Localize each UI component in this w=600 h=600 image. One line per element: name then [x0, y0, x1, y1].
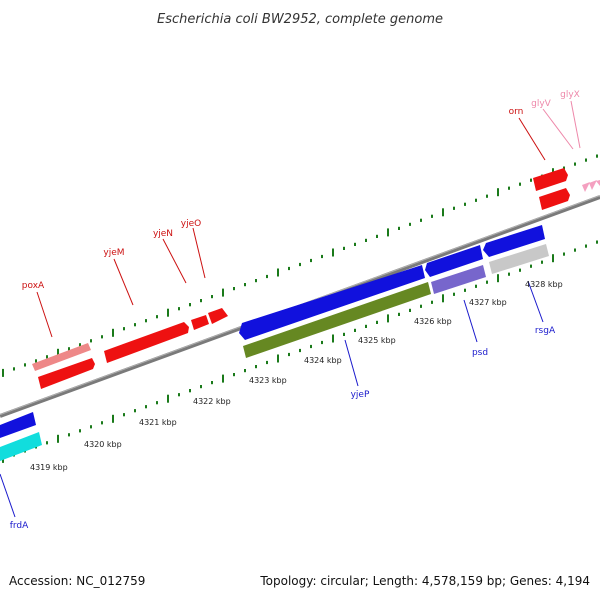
scale-label-4323: 4323 kbp	[249, 376, 287, 385]
gene-label-rsgA: rsgA	[535, 326, 556, 336]
frdA-leader	[0, 473, 16, 518]
frdA-reverse-feature[interactable]	[0, 412, 36, 438]
poxA-pseudo-feature[interactable]	[32, 343, 91, 371]
yjeP-leader	[344, 339, 359, 387]
orn-feature-1[interactable]	[533, 168, 568, 191]
accession-text: Accession: NC_012759	[9, 574, 145, 588]
psd-leader	[463, 299, 478, 343]
yjeP-feature[interactable]	[243, 282, 431, 358]
yjeM-leader	[113, 258, 134, 306]
scale-label-4321: 4321 kbp	[139, 418, 177, 427]
topology-text: Topology: circular; Length: 4,578,159 bp…	[259, 574, 590, 588]
glyV-leader	[542, 108, 574, 150]
orn-feature-2[interactable]	[539, 188, 570, 210]
gene-labels: poxA yjeM yjeN yjeO orn glyV glyX frdA y…	[10, 90, 580, 531]
gene-label-glyV: glyV	[531, 99, 552, 109]
yjeO-feature[interactable]	[208, 308, 228, 324]
scale-label-4319: 4319 kbp	[30, 463, 68, 472]
gene-label-yjeO: yjeO	[181, 219, 201, 229]
frdA-cyan-feature[interactable]	[0, 432, 42, 461]
yjeM-feature[interactable]	[104, 322, 189, 363]
gene-label-yjeP: yjeP	[351, 390, 370, 400]
rsgA-leader	[527, 280, 544, 323]
gene-label-psd: psd	[472, 348, 488, 358]
gene-label-glyX: glyX	[560, 90, 580, 100]
rsgA-reverse-feature[interactable]	[483, 225, 545, 257]
scale-label-4326: 4326 kbp	[414, 317, 452, 326]
psd-reverse-feature[interactable]	[425, 245, 483, 277]
poxA-leader	[36, 291, 53, 338]
orn-leader	[518, 117, 546, 161]
scale-label-4322: 4322 kbp	[193, 397, 231, 406]
gene-label-yjeN: yjeN	[153, 229, 173, 239]
map-title: Escherichia coli BW2952, complete genome	[157, 12, 443, 27]
scale-label-4327: 4327 kbp	[469, 298, 507, 307]
leader-lines	[0, 100, 581, 518]
glyX-trna[interactable]	[589, 180, 597, 190]
upstream-reverse-feature[interactable]	[239, 265, 425, 340]
glyX-leader	[570, 100, 581, 149]
scale-label-4325: 4325 kbp	[358, 336, 396, 345]
scale-labels: 4319 kbp 4320 kbp 4321 kbp 4322 kbp 4323…	[30, 280, 563, 472]
gene-label-frdA: frdA	[10, 521, 29, 531]
yjeN-leader	[162, 238, 187, 284]
glyX-trna-2[interactable]	[596, 180, 600, 186]
scale-label-4328: 4328 kbp	[525, 280, 563, 289]
rsgA-feature[interactable]	[489, 244, 549, 274]
gene-label-orn: orn	[509, 107, 524, 117]
psd-feature[interactable]	[431, 265, 486, 294]
scale-label-4324: 4324 kbp	[304, 356, 342, 365]
lower-tick-row	[2, 240, 598, 463]
gene-label-yjeM: yjeM	[103, 248, 124, 258]
gene-label-poxA: poxA	[22, 281, 45, 291]
glyV-trna[interactable]	[582, 182, 590, 192]
yjeO-leader	[192, 227, 206, 279]
yjeN-feature[interactable]	[191, 315, 209, 330]
poxA-feature[interactable]	[38, 358, 95, 389]
scale-label-4320: 4320 kbp	[84, 440, 122, 449]
